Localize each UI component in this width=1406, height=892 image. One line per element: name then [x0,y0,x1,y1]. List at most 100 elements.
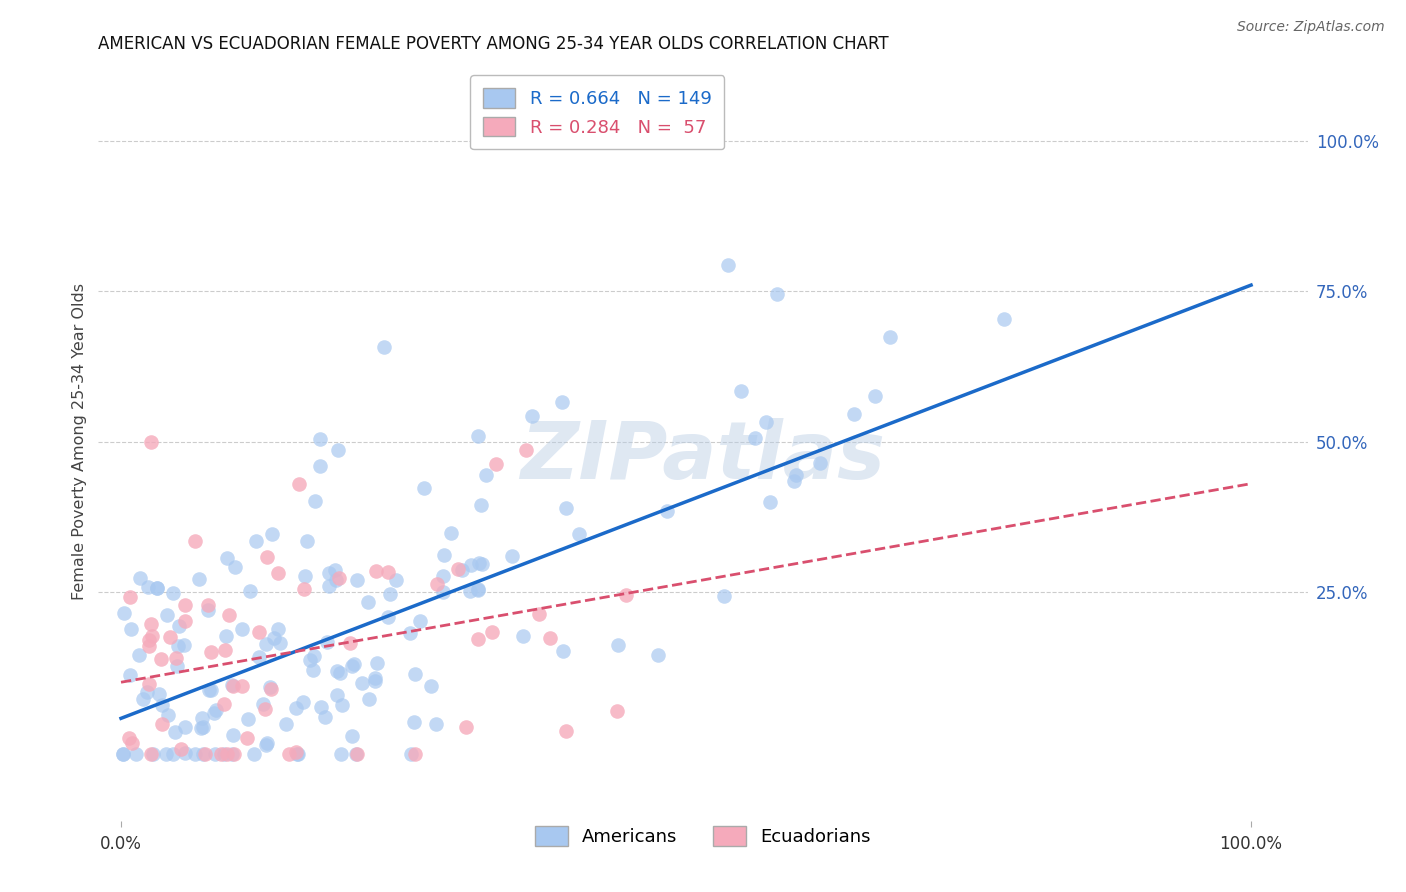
Americans [136,685,159,699]
Americans [471,557,494,571]
Ecuadorians [121,736,143,750]
Americans [276,717,298,731]
Ecuadorians [184,534,207,549]
Americans [568,527,591,541]
Americans [766,287,789,301]
Americans [245,534,267,549]
Ecuadorians [554,723,576,738]
Ecuadorians [606,704,628,718]
Americans [551,394,574,409]
Ecuadorians [447,561,470,575]
Ecuadorians [118,590,141,604]
Ecuadorians [212,698,235,712]
Americans [202,706,225,721]
Ecuadorians [169,742,191,756]
Americans [318,566,340,580]
Ecuadorians [288,477,311,491]
Text: Source: ZipAtlas.com: Source: ZipAtlas.com [1237,20,1385,34]
Americans [260,526,283,541]
Ecuadorians [231,679,253,693]
Americans [402,714,425,729]
Americans [467,582,489,596]
Ecuadorians [139,434,162,449]
Americans [304,494,326,508]
Americans [551,644,574,658]
Americans [340,729,363,743]
Americans [377,609,399,624]
Americans [717,258,740,272]
Ecuadorians [139,747,162,762]
Text: ZIPatlas: ZIPatlas [520,417,886,496]
Ecuadorians [481,625,503,640]
Americans [470,498,492,512]
Ecuadorians [260,681,283,696]
Ecuadorians [426,576,449,591]
Ecuadorians [328,571,350,585]
Ecuadorians [138,639,160,653]
Americans [326,688,349,702]
Americans [309,700,332,714]
Americans [844,407,866,421]
Americans [759,495,782,509]
Americans [432,568,454,582]
Americans [364,671,387,685]
Ecuadorians [456,719,478,733]
Americans [125,747,148,762]
Ecuadorians [284,745,307,759]
Americans [111,747,134,762]
Americans [399,747,422,762]
Ecuadorians [366,564,388,578]
Americans [810,456,832,470]
Americans [187,572,209,586]
Americans [460,558,482,572]
Ecuadorians [377,565,399,579]
Ecuadorians [141,617,163,632]
Americans [298,653,321,667]
Americans [730,384,752,398]
Americans [404,666,426,681]
Americans [440,525,463,540]
Ecuadorians [200,645,222,659]
Americans [364,673,387,688]
Americans [316,635,339,649]
Americans [136,580,159,594]
Ecuadorians [404,747,426,762]
Ecuadorians [267,566,290,580]
Americans [200,682,222,697]
Americans [655,504,678,518]
Americans [501,549,523,563]
Americans [451,562,474,576]
Americans [607,638,630,652]
Americans [346,573,368,587]
Americans [879,330,901,344]
Ecuadorians [215,747,238,762]
Ecuadorians [197,598,219,612]
Americans [221,678,243,692]
Americans [166,658,188,673]
Americans [647,648,669,662]
Americans [162,586,184,600]
Americans [329,665,352,680]
Ecuadorians [236,731,259,745]
Ecuadorians [222,679,245,693]
Americans [247,650,270,665]
Americans [221,728,243,742]
Americans [467,582,489,597]
Ecuadorians [138,677,160,691]
Americans [993,312,1015,326]
Legend: Americans, Ecuadorians: Americans, Ecuadorians [527,819,879,854]
Ecuadorians [346,747,368,762]
Americans [302,664,325,678]
Americans [302,649,325,664]
Americans [413,481,436,495]
Americans [359,692,381,706]
Americans [120,668,142,682]
Americans [163,725,186,739]
Americans [243,747,266,762]
Ecuadorians [222,747,245,762]
Americans [467,429,489,443]
Americans [326,664,349,678]
Americans [475,467,498,482]
Americans [150,698,173,713]
Americans [231,622,253,636]
